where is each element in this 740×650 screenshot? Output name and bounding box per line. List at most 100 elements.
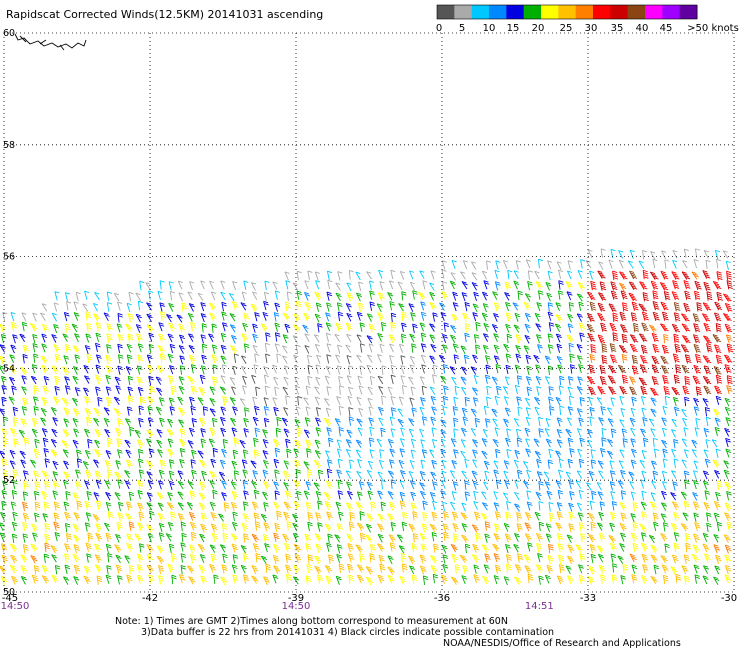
wind-barb bbox=[335, 292, 342, 302]
wind-barb bbox=[303, 461, 310, 470]
wind-barb bbox=[599, 281, 607, 291]
wind-barb bbox=[62, 333, 69, 342]
wind-barb bbox=[398, 459, 405, 469]
wind-barb bbox=[517, 290, 523, 301]
wind-barb bbox=[653, 564, 660, 575]
wind-barb bbox=[22, 501, 29, 512]
wind-barb bbox=[704, 490, 710, 500]
wind-barb bbox=[607, 407, 613, 416]
wind-barb bbox=[107, 511, 114, 521]
wind-barb bbox=[62, 429, 70, 438]
wind-barb bbox=[208, 438, 215, 448]
wind-barb bbox=[292, 335, 298, 344]
wind-barb bbox=[389, 355, 395, 365]
wind-barb bbox=[167, 353, 174, 363]
wind-barb bbox=[483, 405, 489, 416]
wind-barb bbox=[41, 565, 49, 575]
wind-barb bbox=[243, 501, 249, 511]
wind-barb bbox=[240, 564, 247, 574]
wind-barb bbox=[304, 292, 310, 301]
wind-barb bbox=[481, 544, 489, 553]
wind-barb bbox=[420, 311, 427, 321]
wind-barb bbox=[264, 280, 270, 290]
wind-barb bbox=[369, 301, 375, 311]
wind-barb bbox=[166, 428, 175, 438]
wind-barb bbox=[492, 543, 500, 552]
wind-barb bbox=[325, 575, 333, 585]
wind-barb bbox=[146, 492, 153, 502]
wind-barb bbox=[336, 448, 343, 458]
wind-barb bbox=[53, 302, 59, 312]
wind-barb bbox=[608, 303, 617, 312]
wind-barb bbox=[233, 470, 240, 480]
wind-barb bbox=[547, 554, 554, 565]
wind-barb bbox=[293, 448, 300, 458]
wind-barb bbox=[327, 533, 333, 543]
wind-barb bbox=[83, 364, 90, 374]
wind-barb bbox=[357, 574, 364, 584]
wind-barb bbox=[471, 554, 480, 563]
wind-barb bbox=[377, 406, 384, 416]
legend-swatch bbox=[523, 5, 542, 19]
wind-barb bbox=[148, 290, 154, 300]
footnote-credit: NOAA/NESDIS/Office of Research and Appli… bbox=[443, 638, 681, 649]
wind-barb bbox=[159, 353, 166, 363]
wind-barb bbox=[441, 544, 448, 554]
wind-barb bbox=[544, 428, 550, 437]
wind-barb bbox=[702, 398, 709, 407]
wind-barb bbox=[177, 470, 184, 480]
wind-barb bbox=[650, 428, 656, 437]
wind-barb bbox=[601, 343, 608, 353]
wind-barb bbox=[661, 344, 669, 354]
wind-barb bbox=[410, 502, 418, 512]
wind-barb bbox=[158, 532, 165, 542]
wind-barb bbox=[167, 563, 175, 573]
wind-barb bbox=[473, 501, 479, 510]
wind-barb bbox=[355, 439, 363, 448]
wind-barb bbox=[481, 502, 489, 511]
wind-barb bbox=[618, 344, 628, 354]
wind-barb bbox=[683, 280, 691, 290]
wind-barb bbox=[556, 575, 564, 585]
wind-barb bbox=[598, 417, 605, 426]
wind-barb bbox=[410, 312, 416, 322]
wind-barb bbox=[325, 480, 333, 490]
wind-barb bbox=[103, 312, 110, 322]
wind-barb bbox=[419, 554, 427, 564]
wind-barb bbox=[441, 459, 447, 469]
wind-barb bbox=[590, 553, 597, 564]
wind-barb bbox=[704, 458, 711, 468]
legend-frame bbox=[436, 4, 698, 20]
wind-barb bbox=[486, 260, 492, 270]
wind-barb bbox=[548, 543, 554, 554]
wind-barb bbox=[599, 501, 606, 511]
wind-barb bbox=[189, 396, 195, 406]
wind-barb bbox=[459, 554, 468, 563]
wind-barb bbox=[399, 438, 406, 448]
wind-barb bbox=[314, 555, 322, 564]
wind-barb bbox=[262, 533, 270, 544]
wind-barb bbox=[706, 522, 712, 533]
wind-barb bbox=[190, 364, 197, 374]
wind-barb bbox=[96, 575, 103, 585]
wind-barb bbox=[167, 448, 175, 458]
wind-barb bbox=[157, 449, 164, 458]
wind-barb bbox=[93, 407, 101, 417]
wind-barb bbox=[577, 282, 585, 291]
wind-barb bbox=[587, 512, 596, 522]
wind-barb bbox=[567, 260, 573, 270]
wind-barb bbox=[412, 323, 418, 333]
wind-barb bbox=[598, 511, 605, 521]
wind-barb bbox=[156, 365, 165, 374]
wind-barb bbox=[97, 397, 103, 407]
wind-barb bbox=[401, 322, 407, 332]
wind-barb bbox=[221, 480, 228, 490]
wind-barb bbox=[274, 522, 281, 533]
wind-barb bbox=[524, 522, 532, 532]
wind-barb bbox=[420, 439, 426, 449]
wind-barb bbox=[0, 450, 6, 459]
wind-barb bbox=[556, 511, 564, 521]
wind-barb bbox=[524, 511, 532, 521]
wind-barb bbox=[568, 302, 575, 312]
wind-barb bbox=[620, 407, 626, 418]
